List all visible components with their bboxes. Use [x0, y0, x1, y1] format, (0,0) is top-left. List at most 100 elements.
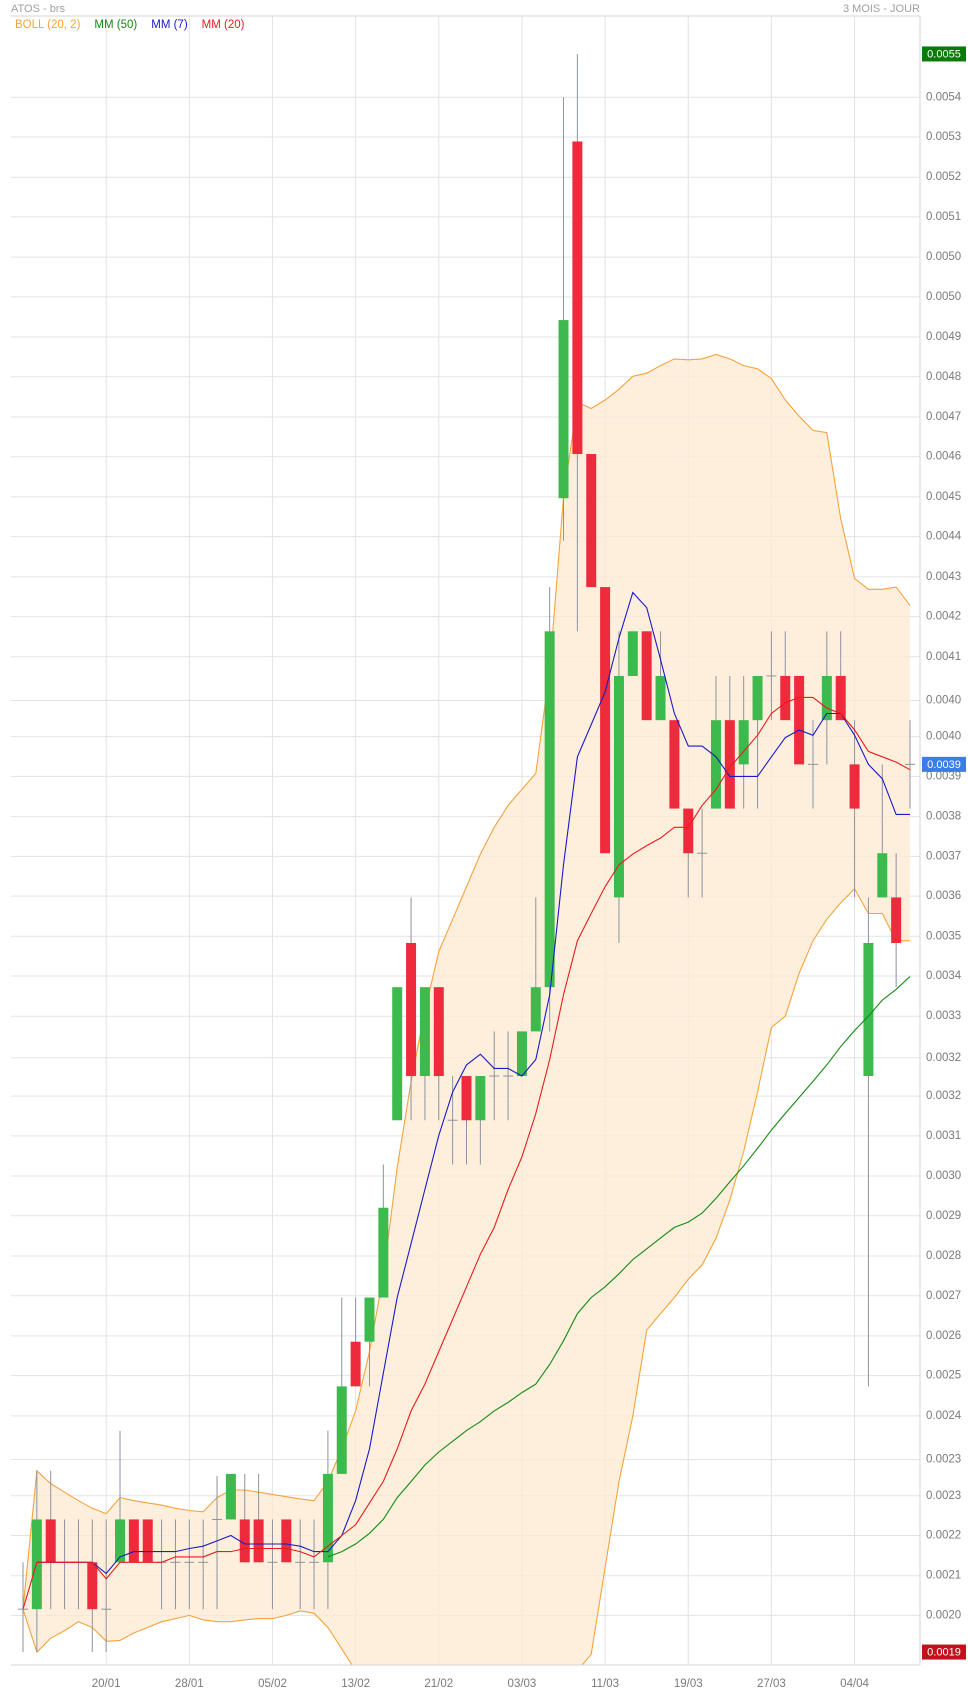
candle-body: [516, 1031, 527, 1077]
x-tick-label: 27/03: [757, 1678, 786, 1690]
chart-title: ATOS - brs: [11, 3, 65, 15]
y-tick-label: 0.0038: [926, 811, 961, 823]
y-tick-label: 0.0033: [926, 1010, 961, 1022]
x-tick-label: 04/04: [840, 1678, 869, 1690]
y-tick-label: 0.0022: [926, 1530, 961, 1542]
price-marker: [922, 756, 966, 772]
y-tick-label: 0.0032: [926, 1090, 961, 1102]
x-tick-label: 20/01: [92, 1678, 121, 1690]
ma-line: [36, 591, 910, 1575]
price-marker-label: 0.0019: [927, 1646, 961, 1658]
legend-entry: MM (7): [151, 19, 188, 31]
x-tick-label: 28/01: [175, 1678, 204, 1690]
candle-body: [627, 631, 638, 676]
candle-body: [322, 1473, 333, 1563]
y-tick-label: 0.0047: [926, 411, 961, 423]
candle-body: [239, 1519, 250, 1563]
candle-body: [530, 987, 541, 1032]
y-tick-label: 0.0050: [926, 251, 961, 263]
x-tick-label: 11/03: [591, 1678, 619, 1690]
price-marker: [922, 1644, 966, 1660]
y-tick-label: 0.0053: [926, 131, 961, 143]
y-tick-label: 0.0039: [926, 770, 961, 782]
band-lower: [22, 887, 910, 1665]
candle-body: [392, 987, 403, 1121]
y-tick-label: 0.0037: [926, 850, 961, 862]
candle-body: [87, 1562, 98, 1610]
legend-entry: MM (20): [202, 19, 245, 31]
candle-body: [669, 720, 680, 809]
y-tick-label: 0.0049: [926, 331, 961, 343]
candle-body: [780, 675, 791, 721]
candle-body: [794, 675, 805, 765]
y-tick-label: 0.0035: [926, 930, 961, 942]
candle-body: [281, 1519, 292, 1563]
y-tick-label: 0.0021: [926, 1570, 961, 1582]
axis: 0.0054 0.0053 0.0052 0.0051 0.0050 0.0050 0.00…: [11, 15, 966, 1690]
candle-body: [849, 764, 860, 809]
price-marker: [922, 46, 966, 62]
y-tick-label: 0.0051: [926, 211, 961, 223]
candle-body: [142, 1519, 153, 1563]
y-tick-label: 0.0042: [926, 611, 961, 623]
y-tick-label: 0.0043: [926, 571, 961, 583]
x-tick-label: 19/03: [674, 1678, 703, 1690]
y-tick-label: 0.0028: [926, 1250, 961, 1262]
y-tick-label: 0.0041: [926, 651, 961, 663]
band-area: [23, 354, 910, 1665]
y-tick-label: 0.0026: [926, 1330, 961, 1342]
y-tick-label: 0.0032: [926, 1052, 961, 1064]
y-tick-label: 0.0045: [926, 491, 961, 503]
price-marker-label: 0.0055: [927, 48, 961, 60]
candle-body: [877, 853, 888, 898]
ma-line: [327, 976, 911, 1558]
legend-entry: BOLL (20, 2): [15, 19, 81, 31]
candle-body: [710, 720, 721, 809]
candle-body: [419, 987, 430, 1077]
band-upper: [22, 353, 911, 1610]
candle-body: [558, 320, 569, 499]
y-tick-label: 0.0027: [926, 1290, 961, 1302]
candle-body: [378, 1207, 389, 1298]
candle-body: [406, 942, 417, 1077]
y-tick-label: 0.0024: [926, 1410, 962, 1422]
y-tick-label: 0.0052: [926, 171, 961, 183]
candle-body: [835, 675, 846, 721]
x-tick-label: 21/02: [424, 1678, 453, 1690]
y-tick-label: 0.0020: [926, 1609, 961, 1621]
candle-body: [45, 1519, 56, 1563]
candle-body: [600, 587, 611, 854]
candle-body: [544, 631, 555, 988]
x-tick-label: 05/02: [258, 1678, 287, 1690]
y-tick-label: 0.0054: [926, 91, 962, 103]
y-tick-label: 0.0023: [926, 1490, 961, 1502]
candle-body: [350, 1341, 361, 1387]
x-tick-label: 13/02: [341, 1678, 370, 1690]
y-tick-label: 0.0050: [926, 291, 961, 303]
candle-body: [115, 1519, 126, 1563]
y-tick-label: 0.0030: [926, 1170, 961, 1182]
y-tick-label: 0.0040: [926, 731, 961, 743]
candle-body: [683, 808, 694, 854]
candle-body: [863, 942, 874, 1077]
price-marker-label: 0.0039: [927, 759, 961, 771]
x-tick-label: 03/03: [508, 1678, 537, 1690]
candle-body: [613, 675, 624, 898]
candle-body: [891, 897, 902, 943]
candle-body: [475, 1076, 486, 1121]
y-tick-label: 0.0023: [926, 1454, 961, 1466]
candle-body: [364, 1297, 375, 1342]
candle-body: [752, 675, 763, 721]
y-tick-label: 0.0048: [926, 371, 961, 383]
ma-line: [22, 696, 911, 1610]
candle-body: [655, 675, 666, 721]
y-tick-label: 0.0025: [926, 1370, 961, 1382]
y-tick-label: 0.0040: [926, 695, 961, 707]
y-tick-label: 0.0034: [926, 970, 962, 982]
candle-body: [336, 1386, 347, 1474]
y-tick-label: 0.0029: [926, 1210, 961, 1222]
y-tick-label: 0.0046: [926, 451, 961, 463]
candle-body: [586, 454, 597, 588]
candle-body: [724, 720, 735, 809]
